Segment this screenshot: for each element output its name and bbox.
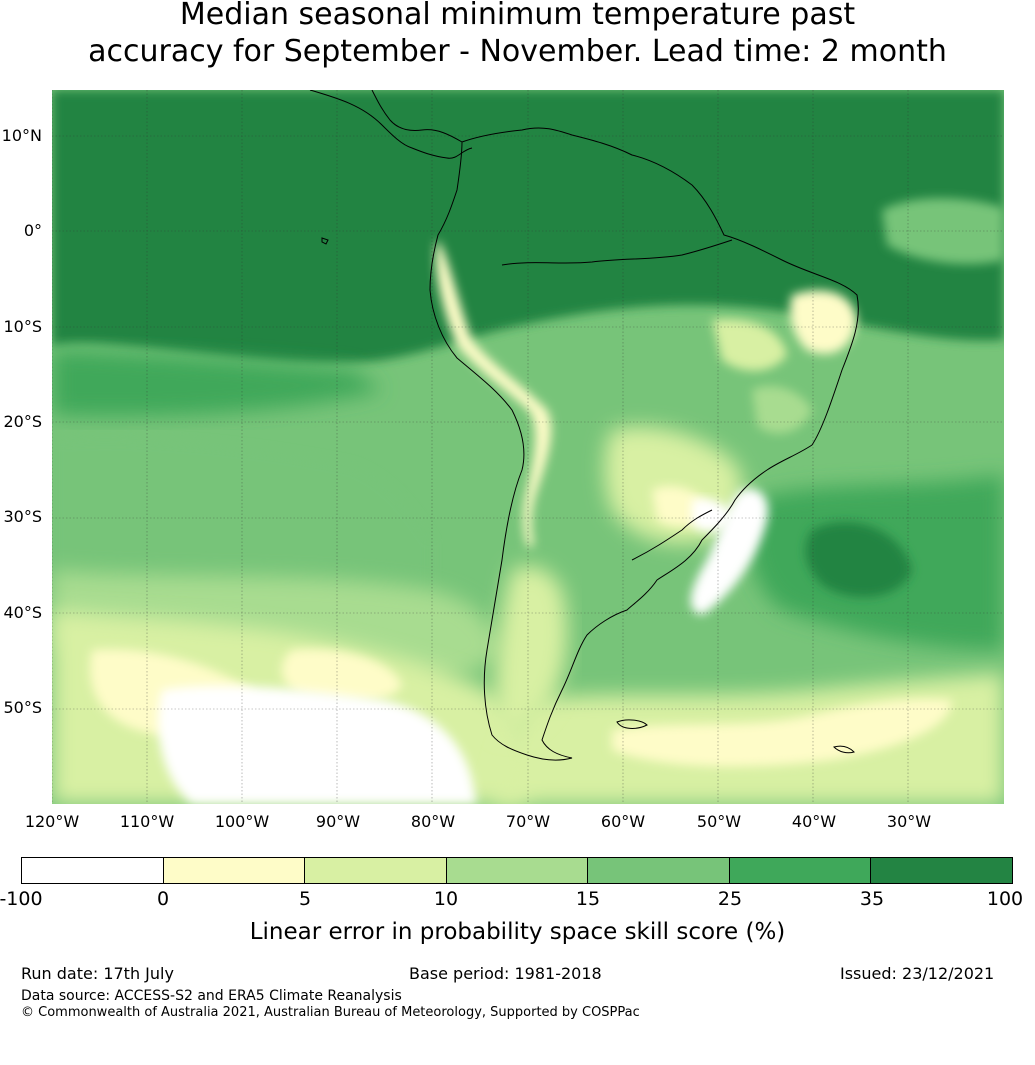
colorbar-tick-100: 100 [986,888,1024,910]
colorbar-tick-5: 5 [298,888,312,910]
colorbar-label: Linear error in probability space skill … [249,919,786,945]
lat-tick-50s: 50°S [3,698,42,717]
colorbar-tick-neg100: -100 [0,888,43,910]
lat-tick-30s: 30°S [3,507,42,526]
run-date: Run date: 17th July [21,964,174,983]
central-america-north-coast [371,90,463,143]
south-america-coast [429,127,859,761]
lon-tick-110w: 110°W [119,812,175,831]
colorbar-segment-15-25 [588,858,730,883]
lat-tick-40s: 40°S [3,603,42,622]
lon-tick-40w: 40°W [791,812,837,831]
colorbar [21,857,1013,884]
colorbar-tick-25: 25 [717,888,743,910]
issued-date: Issued: 23/12/2021 [840,964,995,983]
coastlines [309,90,859,761]
map-svg [52,90,1004,804]
colorbar-segment-5-10 [305,858,447,883]
galapagos [321,237,329,245]
falklands [616,719,648,729]
lat-tick-10s: 10°S [3,317,42,336]
chart-title-line-2: accuracy for September - November. Lead … [88,34,947,69]
lat-tick-0: 0° [23,221,42,240]
colorbar-tick-35: 35 [859,888,885,910]
lon-tick-70w: 70°W [505,812,551,831]
lon-tick-80w: 80°W [410,812,456,831]
amazon-river [501,239,733,266]
colorbar-tick-15: 15 [575,888,601,910]
lon-tick-60w: 60°W [600,812,646,831]
lon-tick-50w: 50°W [696,812,742,831]
colorbar-segment-35-100 [871,858,1013,883]
lon-tick-30w: 30°W [886,812,932,831]
colorbar-segment-neg100-0 [22,858,164,883]
graticule [52,90,1004,804]
chart-title-line-1: Median seasonal minimum temperature past [179,0,856,32]
colorbar-segment-0-5 [163,858,306,883]
south-georgia [833,745,855,754]
colorbar-tick-10: 10 [433,888,459,910]
lon-tick-120w: 120°W [24,812,80,831]
colorbar-segment-25-35 [729,858,872,883]
colorbar-segment-10-15 [446,858,589,883]
base-period: Base period: 1981-2018 [409,964,602,983]
colorbar-tick-0: 0 [156,888,170,910]
lon-tick-90w: 90°W [315,812,361,831]
lat-tick-20s: 20°S [3,412,42,431]
lon-tick-100w: 100°W [214,812,270,831]
data-source: Data source: ACCESS-S2 and ERA5 Climate … [21,988,402,1004]
skill-score-map [52,90,1004,804]
rio-de-la-plata [631,509,713,561]
lat-tick-10n: 10°N [1,126,42,145]
copyright: © Commonwealth of Australia 2021, Austra… [21,1005,640,1020]
central-america-coast [309,90,473,159]
